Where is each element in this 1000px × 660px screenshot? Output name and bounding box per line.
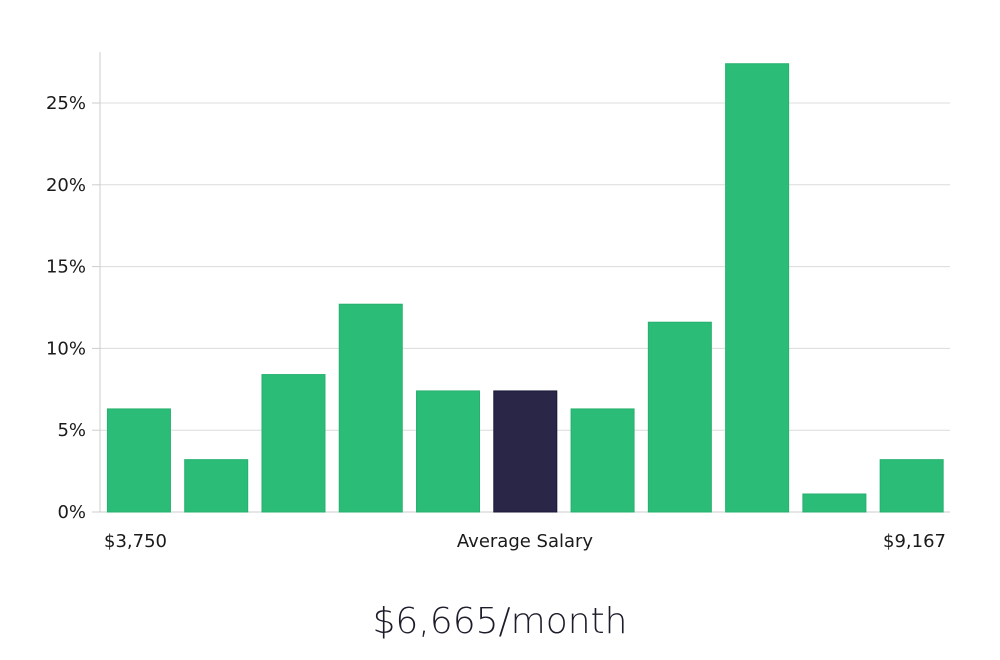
y-tick-label-15: 15%: [46, 257, 86, 278]
x-label-min-salary: $3,750: [104, 531, 167, 552]
y-tick-label-25: 25%: [46, 93, 86, 114]
bar-10: [879, 459, 944, 513]
bar-0: [106, 408, 171, 513]
bars: [106, 63, 944, 513]
y-tick-label-20: 20%: [46, 175, 86, 196]
bar-average-salary: [493, 390, 558, 513]
bar-8: [725, 63, 790, 513]
x-label-average-salary: Average Salary: [457, 531, 594, 552]
y-tick-label-5: 5%: [57, 420, 86, 441]
average-salary-value: $6,665/month: [372, 601, 628, 642]
bar-9: [802, 493, 867, 513]
y-tick-label-10: 10%: [46, 338, 86, 359]
bar-4: [416, 390, 481, 513]
bar-3: [338, 303, 403, 513]
bar-6: [570, 408, 635, 513]
y-axis-ticks: 0% 5% 10% 15% 20% 25%: [46, 93, 100, 523]
bar-1: [184, 459, 249, 513]
bar-2: [261, 374, 326, 513]
salary-distribution-chart: 0% 5% 10% 15% 20% 25% $3,750 Average Salary $…: [46, 51, 950, 552]
x-label-max-salary: $9,167: [883, 531, 946, 552]
y-tick-label-0: 0%: [57, 502, 86, 523]
bar-7: [647, 321, 712, 513]
